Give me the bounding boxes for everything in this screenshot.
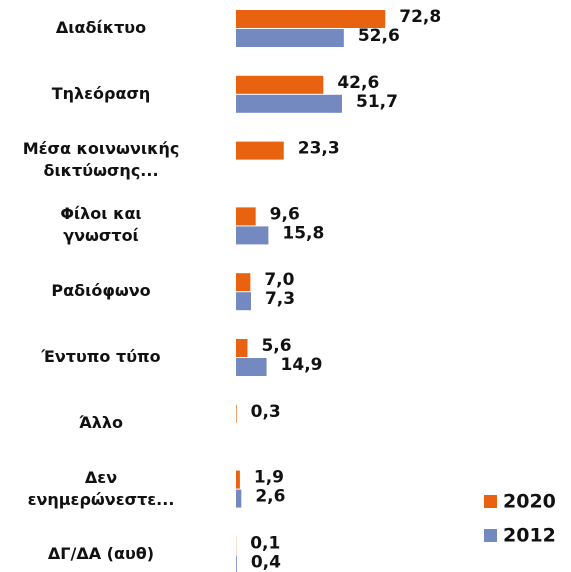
bar — [236, 555, 237, 572]
value-label: 14,9 — [281, 355, 323, 375]
bar — [236, 10, 386, 28]
bar — [236, 339, 248, 357]
category-label: Τηλεόραση — [51, 83, 151, 103]
category-label: Διαδίκτυο — [55, 18, 147, 37]
bar — [236, 94, 342, 113]
value-label: 9,6 — [270, 204, 300, 224]
value-label: 2,6 — [255, 487, 285, 507]
bar — [236, 489, 242, 508]
value-label: 0,4 — [251, 552, 281, 572]
bar — [236, 273, 251, 292]
value-label: 52,6 — [358, 26, 400, 46]
value-label: 5,6 — [261, 336, 291, 356]
bar — [236, 404, 237, 423]
category-label: Έντυπο τύπο — [41, 347, 161, 366]
value-label: 23,3 — [298, 139, 340, 159]
value-label: 7,0 — [264, 270, 294, 290]
legend-label: 2020 — [503, 491, 556, 513]
category-label: Μέσα κοινωνικής δικτύωσης... — [22, 138, 180, 180]
value-label: 72,8 — [399, 7, 441, 27]
value-label: 51,7 — [356, 92, 398, 112]
value-label: 1,9 — [254, 468, 284, 488]
bar — [236, 226, 269, 245]
bar — [236, 470, 240, 489]
legend-label: 2012 — [503, 525, 556, 547]
value-label: 0,3 — [251, 402, 281, 422]
bar — [236, 141, 284, 160]
legend-swatch — [484, 495, 497, 508]
bar — [236, 29, 344, 47]
category-label: Δεν ενημερώνεστε... — [27, 467, 175, 509]
value-label: 15,8 — [282, 223, 324, 243]
legend-swatch — [484, 529, 497, 542]
category-label: Άλλο — [79, 412, 123, 432]
bar — [236, 75, 324, 94]
category-label: ΔΓ/ΔΑ (αυθ) — [47, 544, 155, 564]
category-label: Φίλοι και γνωστοί — [60, 204, 142, 246]
category-label: Ραδιόφωνο — [51, 281, 151, 301]
value-label: 42,6 — [337, 73, 379, 93]
value-label: 0,1 — [250, 533, 280, 553]
bar — [236, 292, 251, 311]
value-label: 7,3 — [265, 289, 295, 309]
bar — [236, 358, 267, 376]
bar — [236, 207, 256, 226]
